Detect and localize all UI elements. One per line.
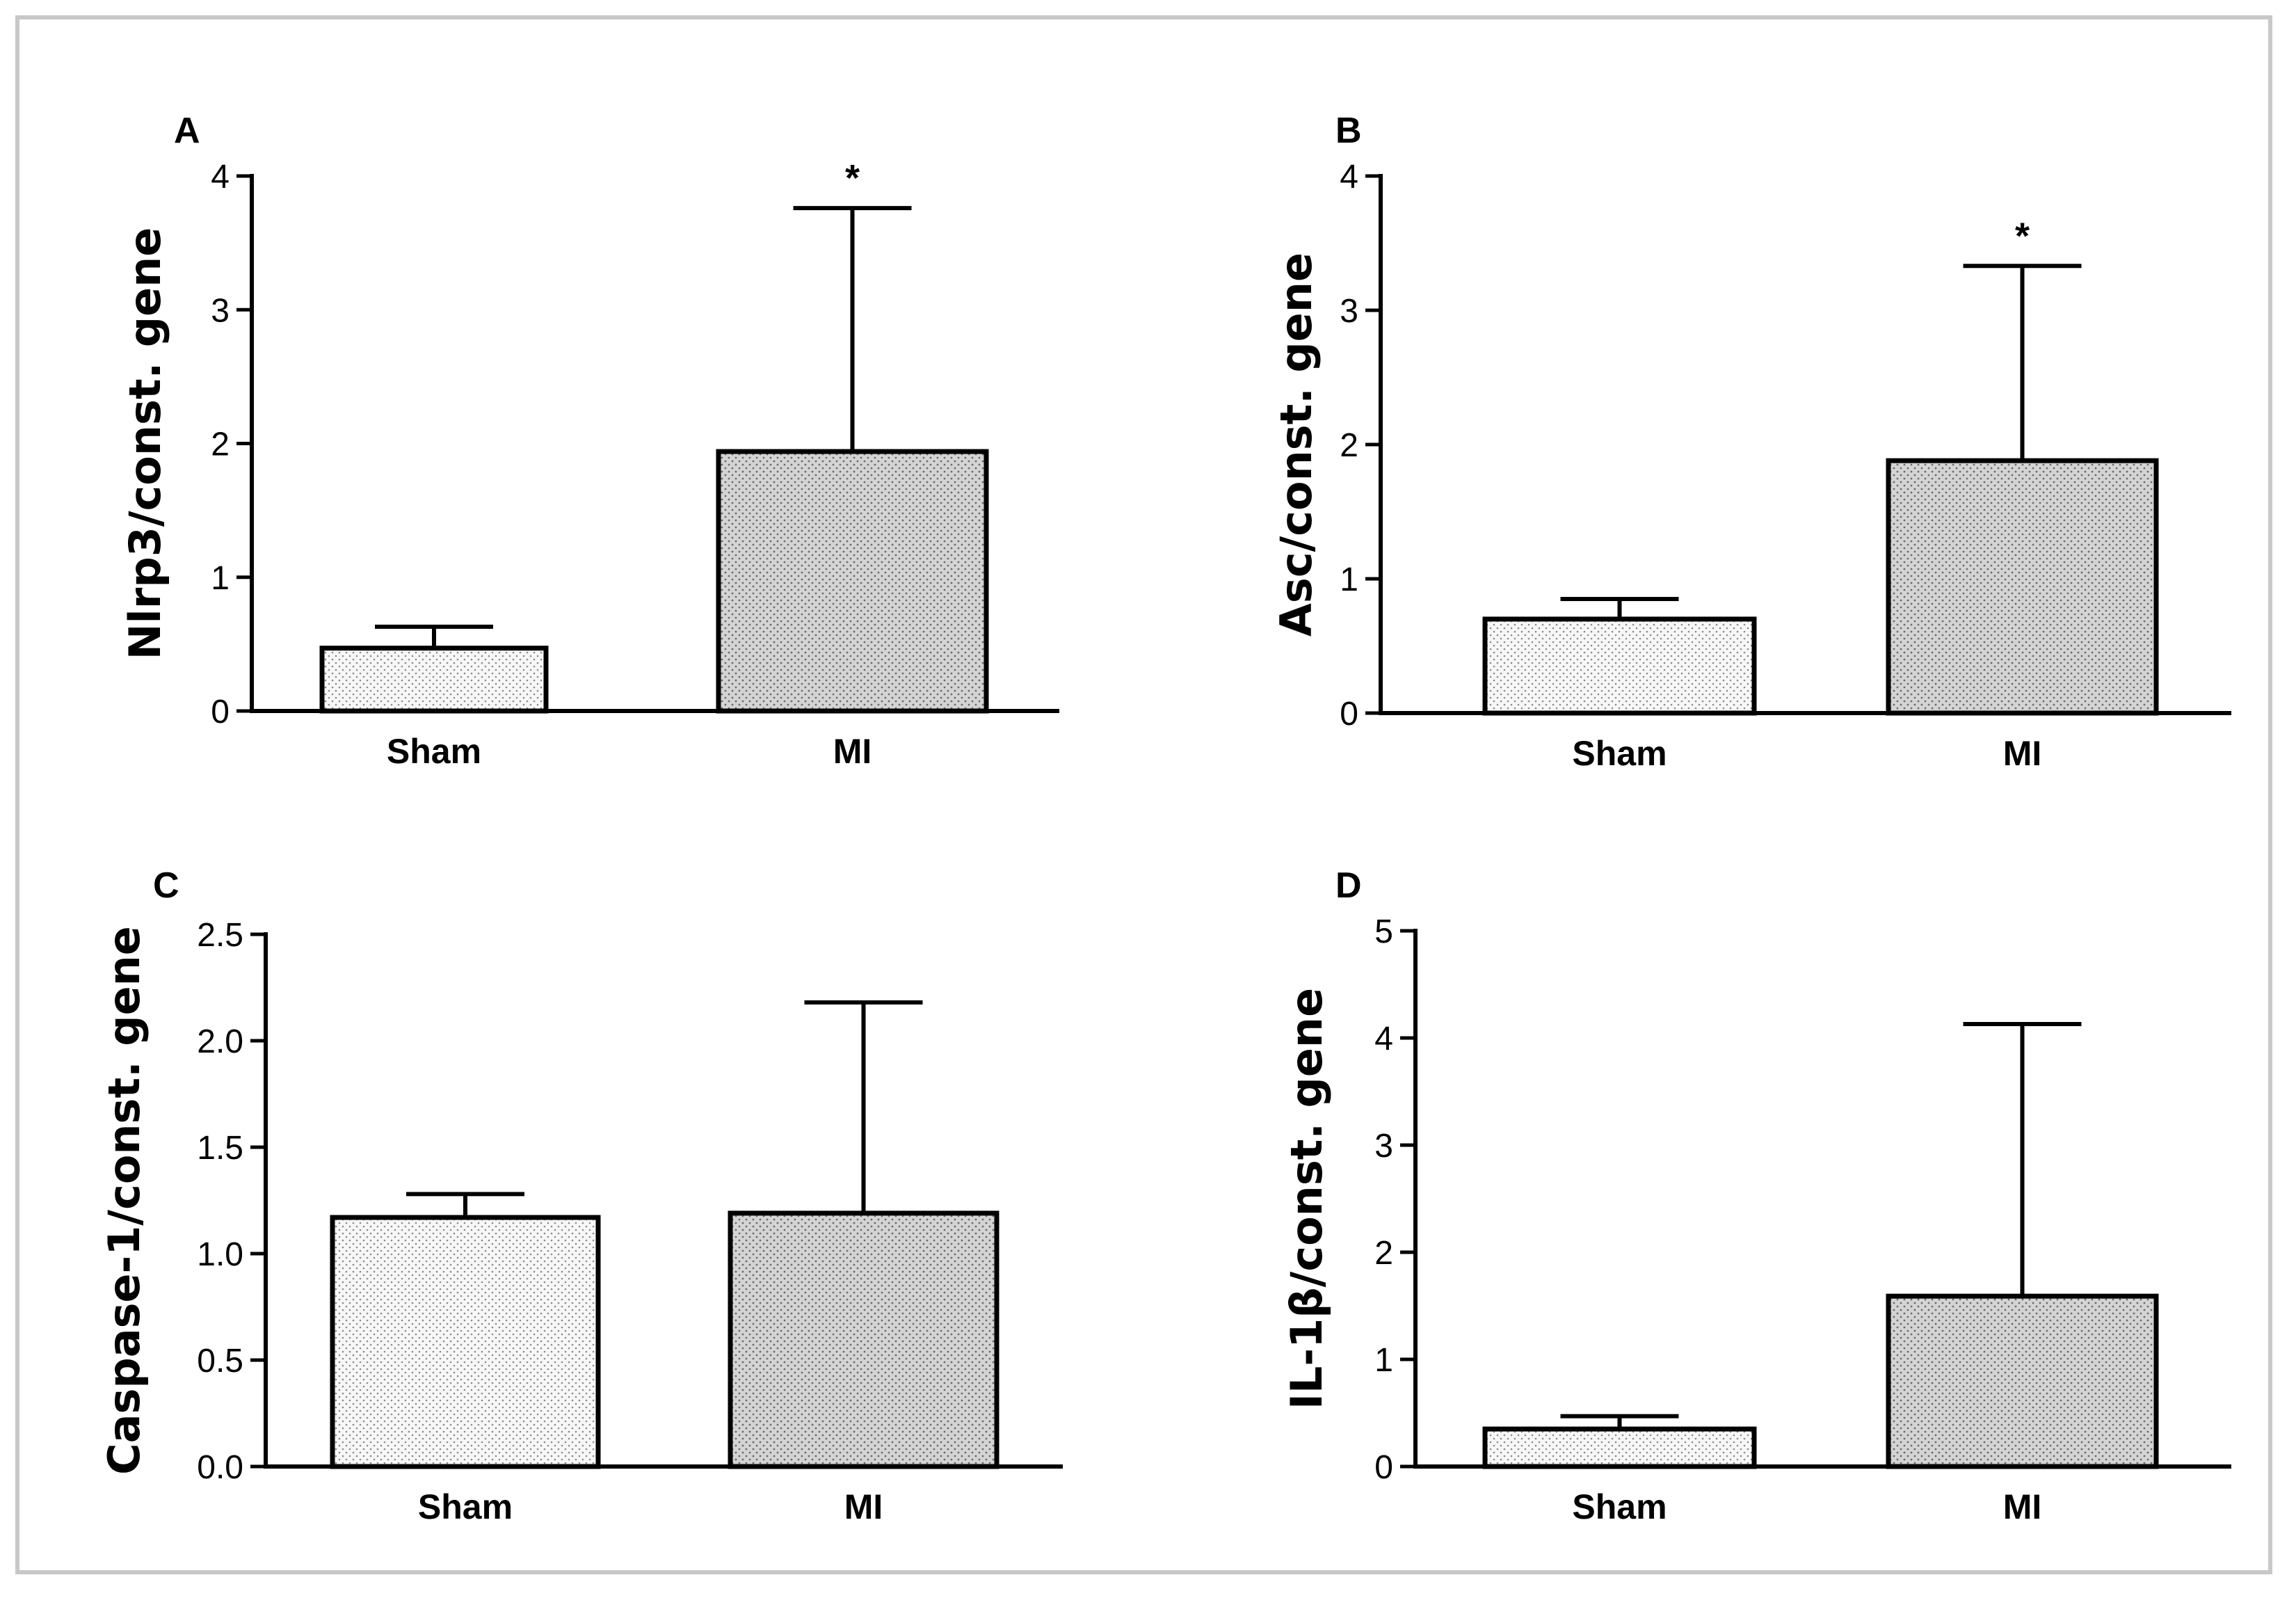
panel-d-y-tick-label: 5: [1374, 913, 1393, 950]
panel-a-bar-sham: [319, 646, 549, 714]
panel-d-y-tick-label: 4: [1374, 1021, 1393, 1057]
panel-a-y-tick-label: 4: [211, 159, 230, 195]
panel-d-y-tick-label: 3: [1374, 1128, 1393, 1165]
panel-a-y-axis-title: Nlrp3/const. gene: [120, 227, 170, 660]
panel-c-x-tick-label: Sham: [418, 1487, 513, 1526]
panel-c-y-axis-title: Caspase-1/const. gene: [99, 926, 150, 1475]
panel-b-significance-mark: *: [2015, 215, 2030, 257]
panel-c-y-tick-label: 0.0: [197, 1449, 243, 1486]
panel-b-letter: B: [1335, 111, 1362, 151]
panel-b-x-tick-label: MI: [2003, 734, 2042, 773]
panel-c-bar-mi: [728, 1211, 1000, 1469]
panel-a-x-tick-label: Sham: [387, 732, 481, 771]
panel-a-letter: A: [174, 111, 200, 151]
panel-a-y-tick-label: 1: [211, 560, 230, 597]
panel-c-x-tick-label: MI: [844, 1487, 883, 1526]
panel-a-bar-mi: [716, 449, 989, 714]
panel-c-y-tick-label: 1.5: [197, 1130, 243, 1167]
panel-d-y-tick-label: 0: [1374, 1449, 1393, 1486]
panel-c-y-tick-label: 2.0: [197, 1023, 243, 1060]
panel-c-y-tick-label: 1.0: [197, 1236, 243, 1273]
panel-b-y-tick-label: 3: [1340, 293, 1358, 330]
panel-d-y-axis-title: IL-1β/const. gene: [1281, 988, 1332, 1409]
panel-d-bar-mi: [1886, 1293, 2159, 1469]
panel-c-bar-sham: [330, 1215, 601, 1469]
panel-c-y-tick-label: 0.5: [197, 1343, 243, 1380]
panel-b-y-tick-label: 2: [1340, 427, 1358, 464]
panel-d-letter: D: [1335, 865, 1362, 906]
panel-a-y-tick-label: 2: [211, 426, 230, 463]
panel-a-x-tick-label: MI: [833, 732, 872, 771]
panel-c-y-tick-label: 2.5: [197, 917, 243, 954]
panel-d-y-tick-label: 2: [1374, 1235, 1393, 1272]
panel-b-y-tick-label: 0: [1340, 696, 1358, 733]
panel-b-y-tick-label: 1: [1340, 561, 1358, 598]
panel-d-bar-sham: [1482, 1426, 1757, 1469]
panel-a-y-tick-label: 0: [211, 694, 230, 730]
panel-b-x-tick-label: Sham: [1572, 734, 1667, 773]
panel-b-y-axis-title: Asc/const. gene: [1271, 253, 1322, 637]
panel-b-bar-mi: [1886, 458, 2159, 716]
panel-d-y-tick-label: 1: [1374, 1342, 1393, 1379]
panel-a-y-tick-label: 3: [211, 292, 230, 329]
panel-d-x-tick-label: MI: [2003, 1487, 2042, 1526]
panel-c-letter: C: [153, 865, 179, 906]
panel-a-significance-mark: *: [845, 157, 860, 199]
panel-b-bar-sham: [1482, 616, 1757, 716]
panel-d-x-tick-label: Sham: [1572, 1487, 1667, 1526]
panel-b-y-tick-label: 4: [1340, 159, 1358, 195]
